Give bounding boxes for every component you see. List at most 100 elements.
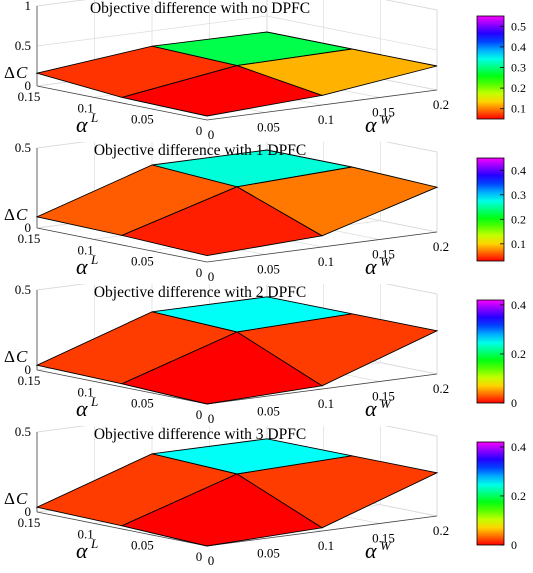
z-tick-label: 0.5	[15, 426, 31, 439]
y-tick-label: 0.05	[131, 254, 154, 269]
colorbar-tick-label: 0	[511, 538, 517, 552]
x-axis-label-sup: W	[380, 112, 392, 127]
chart-title: Objective difference with 2 DPFC	[93, 284, 307, 301]
x-tick-label: 0	[208, 553, 215, 568]
y-tick-label: 0.15	[18, 515, 41, 530]
y-tick-label: 0.15	[18, 231, 41, 246]
y-axis-label-sup: L	[90, 536, 98, 551]
z-tick-label: 0.5	[15, 142, 31, 155]
colorbar-tick-label: 0.2	[511, 81, 526, 95]
y-axis-label: α	[76, 538, 88, 563]
z-axis-label-var: C	[16, 347, 28, 366]
y-axis-label: α	[76, 254, 88, 279]
surface-patch	[120, 186, 324, 257]
surface	[35, 296, 439, 405]
z-axis-label-var: C	[16, 63, 28, 82]
z-tick-label: 0.5	[15, 284, 31, 297]
y-axis-label-sup: L	[90, 252, 98, 267]
x-tick-label: 0	[208, 269, 215, 284]
colorbar	[476, 157, 505, 262]
colorbar	[476, 299, 505, 404]
y-axis-label: α	[76, 396, 88, 421]
x-tick-label: 0	[208, 127, 215, 142]
x-axis-label: α	[365, 254, 377, 279]
z-axis-label: Δ	[4, 63, 15, 82]
x-tick-label: 0.15	[372, 247, 395, 262]
chart-panel-1: Objective difference with 1 DPFC 0 0.05 0.…	[0, 117, 533, 284]
surface	[35, 31, 438, 117]
x-tick-label: 0.1	[318, 538, 334, 553]
z-axis-label: Δ	[4, 489, 15, 508]
chart-title: Objective difference with 1 DPFC	[93, 142, 307, 159]
surface-patch	[121, 65, 324, 117]
floor-edge	[36, 227, 438, 263]
chart-panel-3: Objective difference with 3 DPFC 0 0.05 0.…	[0, 401, 533, 568]
y-tick-label: 0.1	[78, 526, 94, 541]
y-tick-label: 0.05	[131, 538, 154, 553]
x-tick-label: 0.1	[318, 254, 334, 269]
surface-patch	[120, 331, 324, 405]
colorbar-tick-label: 0.2	[511, 212, 526, 226]
colorbar-tick-label: 0.2	[511, 489, 526, 503]
chart-panel-2: Objective difference with 2 DPFC 0 0.05 0.…	[0, 259, 533, 426]
y-axis-label-sup: L	[90, 110, 98, 125]
x-axis-label-sup: W	[380, 254, 392, 269]
x-tick-label: 0.2	[433, 239, 449, 254]
colorbar-tick-label: 0.3	[511, 61, 526, 75]
x-tick-label: 0.05	[257, 262, 280, 277]
colorbar-tick-label: 0	[511, 396, 517, 410]
x-tick-label: 0.1	[318, 396, 334, 411]
colorbar-tick-label: 0.4	[511, 440, 526, 454]
floor-edge	[36, 85, 438, 121]
colorbar	[476, 15, 505, 120]
y-axis-label-sup: L	[90, 394, 98, 409]
y-tick-label: 0	[196, 549, 203, 564]
colorbar	[476, 441, 505, 546]
colorbar-tick-label: 0.2	[511, 347, 526, 361]
z-grid-line	[36, 15, 438, 51]
chart-title: Objective difference with 3 DPFC	[93, 426, 307, 443]
x-tick-label: 0.2	[433, 97, 449, 112]
y-tick-label: 0.1	[78, 100, 94, 115]
colorbar-tick-label: 0.1	[511, 237, 526, 251]
z-tick-label: 0.5	[15, 38, 31, 53]
y-tick-label: 0	[196, 265, 203, 280]
z-tick-label: 0	[25, 78, 32, 93]
chart-title: Objective difference with no DPFC	[89, 0, 311, 17]
x-tick-label: 0.2	[433, 381, 449, 396]
z-axis-label: Δ	[4, 205, 15, 224]
surface	[35, 149, 439, 257]
colorbar-tick-label: 0.5	[511, 19, 526, 33]
chart-panel-0: Objective difference with no DPFC 0 0.05 0…	[0, 0, 533, 142]
z-tick-label: 1	[25, 0, 32, 13]
y-tick-label: 0.05	[131, 396, 154, 411]
colorbar-tick-label: 0.3	[511, 188, 526, 202]
z-axis-label: Δ	[4, 347, 15, 366]
y-axis-label: α	[76, 112, 88, 137]
y-tick-label: 0.05	[131, 112, 154, 127]
colorbar-tick-label: 0.4	[511, 163, 526, 177]
colorbar-tick-label: 0.1	[511, 102, 526, 116]
x-axis-label-sup: W	[380, 538, 392, 553]
y-tick-label: 0.1	[78, 242, 94, 257]
x-axis-label-sup: W	[380, 396, 392, 411]
y-tick-label: 0	[196, 407, 203, 422]
x-tick-label: 0.15	[372, 389, 395, 404]
z-axis-label-var: C	[16, 489, 28, 508]
colorbar-tick-label: 0.4	[511, 40, 526, 54]
surface-patch	[120, 473, 324, 547]
x-tick-label: 0	[208, 411, 215, 426]
z-axis-label-var: C	[16, 205, 28, 224]
z-tick-label: 0	[25, 220, 32, 235]
y-tick-label: 0.15	[18, 373, 41, 388]
x-tick-label: 0.05	[257, 546, 280, 561]
y-tick-label: 0	[196, 123, 203, 138]
x-tick-label: 0.15	[372, 105, 395, 120]
x-tick-label: 0.15	[372, 531, 395, 546]
x-axis-label: α	[365, 112, 377, 137]
x-axis-label: α	[365, 396, 377, 421]
